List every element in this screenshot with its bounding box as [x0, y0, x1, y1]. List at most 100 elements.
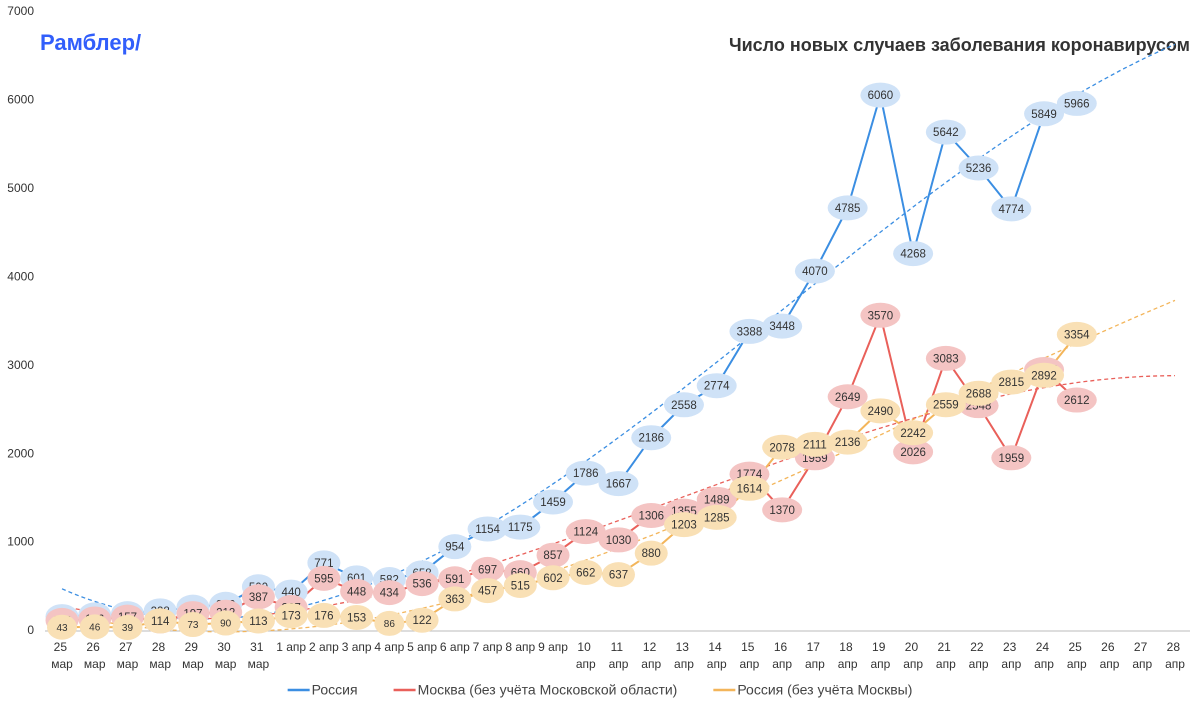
x-tick-day: 15 [741, 640, 758, 654]
x-tick-month: мар [51, 657, 73, 671]
data-label: 114 [151, 616, 170, 628]
label-bubble [307, 602, 341, 628]
x-tick-month: апр [641, 657, 661, 671]
x-tick-label: 7 апр [473, 640, 503, 654]
data-label: 1030 [606, 535, 632, 547]
data-label: 515 [511, 580, 530, 592]
label-bubble [991, 445, 1032, 471]
label-bubble [893, 439, 934, 465]
data-label: 3388 [737, 326, 763, 338]
x-tick-label: 25 апр [1067, 640, 1087, 671]
label-bubble [991, 196, 1032, 222]
label-bubble [569, 559, 603, 585]
data-label: 122 [412, 615, 431, 627]
x-tick-month: апр [1001, 657, 1021, 671]
label-bubble [696, 504, 737, 530]
data-label: 880 [642, 548, 661, 560]
x-tick-label: 8 апр [505, 640, 535, 654]
x-tick-day: 19 [872, 640, 889, 654]
data-label: 637 [609, 570, 628, 582]
x-tick-month: апр [772, 657, 792, 671]
label-bubble [663, 392, 704, 418]
x-tick-month: мар [84, 657, 106, 671]
x-tick-day: 28 [152, 640, 169, 654]
x-tick-label: 26 мар [84, 640, 106, 671]
label-bubble [143, 608, 177, 634]
data-label: 2111 [803, 439, 827, 451]
label-bubble [893, 241, 934, 267]
x-tick-label: 18 апр [838, 640, 858, 671]
data-label: 1667 [606, 479, 632, 491]
label-bubble [438, 534, 472, 560]
x-tick-month: мар [182, 657, 204, 671]
data-label: 86 [384, 619, 396, 630]
x-tick-month: апр [903, 657, 923, 671]
data-label: 1306 [638, 511, 664, 523]
x-tick-day: 17 [807, 640, 824, 654]
x-tick-day: 11 [611, 640, 627, 654]
label-bubble [925, 345, 966, 371]
data-label: 43 [56, 623, 68, 634]
data-label: 536 [412, 579, 431, 591]
label-bubble [827, 429, 868, 455]
x-tick-label: 1 апр [276, 640, 306, 654]
data-label: 1459 [540, 497, 566, 509]
x-tick-month: апр [838, 657, 858, 671]
y-tick-label: 2000 [7, 446, 34, 460]
data-label: 1370 [769, 505, 795, 517]
x-tick-day: 25 [1068, 640, 1085, 654]
label-bubble [177, 612, 208, 638]
label-bubble [372, 580, 406, 606]
label-bubble [729, 475, 770, 501]
label-bubble [438, 566, 472, 592]
x-tick-label: 6 апр [440, 640, 470, 654]
label-bubble [340, 604, 374, 630]
label-bubble [500, 514, 541, 540]
data-label: 4774 [999, 204, 1025, 216]
data-label: 363 [445, 594, 464, 606]
series-line [61, 333, 1078, 629]
legend: Россия Москва (без учёта Московской облас… [287, 682, 912, 698]
x-tick-label: 14 апр [707, 640, 727, 671]
x-tick-month: апр [1067, 657, 1087, 671]
label-bubble [762, 434, 803, 460]
y-tick-label: 0 [27, 623, 34, 637]
data-label: 4070 [802, 266, 828, 278]
label-bubble [241, 584, 275, 610]
x-tick-label: 25 мар [51, 640, 73, 671]
label-bubble [860, 398, 901, 424]
legend-label: Россия (без учёта Москвы) [737, 682, 912, 698]
data-label: 2559 [933, 400, 959, 412]
data-label: 3448 [769, 321, 795, 333]
label-bubble [565, 460, 606, 486]
label-bubble [405, 571, 439, 597]
label-bubble [565, 519, 606, 545]
data-label: 113 [249, 616, 267, 628]
x-tick-month: апр [1100, 657, 1120, 671]
x-tick-month: апр [805, 657, 825, 671]
label-bubble [794, 431, 835, 457]
label-bubble [438, 586, 472, 612]
data-label: 457 [478, 586, 497, 598]
x-tick-month: мар [149, 657, 171, 671]
x-tick-day: 26 [1101, 640, 1118, 654]
label-bubble [663, 512, 704, 538]
label-bubble [827, 195, 868, 221]
x-tick-month: апр [969, 657, 989, 671]
data-label: 5966 [1064, 98, 1090, 110]
x-tick-day: 30 [217, 640, 234, 654]
label-bubble [274, 603, 308, 629]
label-bubble [471, 556, 505, 582]
label-bubble [374, 610, 405, 636]
data-label: 39 [122, 623, 134, 634]
x-tick-label: 2 апр [309, 640, 339, 654]
label-bubble [210, 610, 241, 636]
label-bubble [47, 614, 77, 640]
data-label: 954 [445, 542, 465, 554]
data-label: 434 [380, 588, 400, 600]
y-tick-label: 4000 [7, 269, 34, 283]
x-tick-month: апр [936, 657, 956, 671]
x-tick-month: апр [740, 657, 760, 671]
